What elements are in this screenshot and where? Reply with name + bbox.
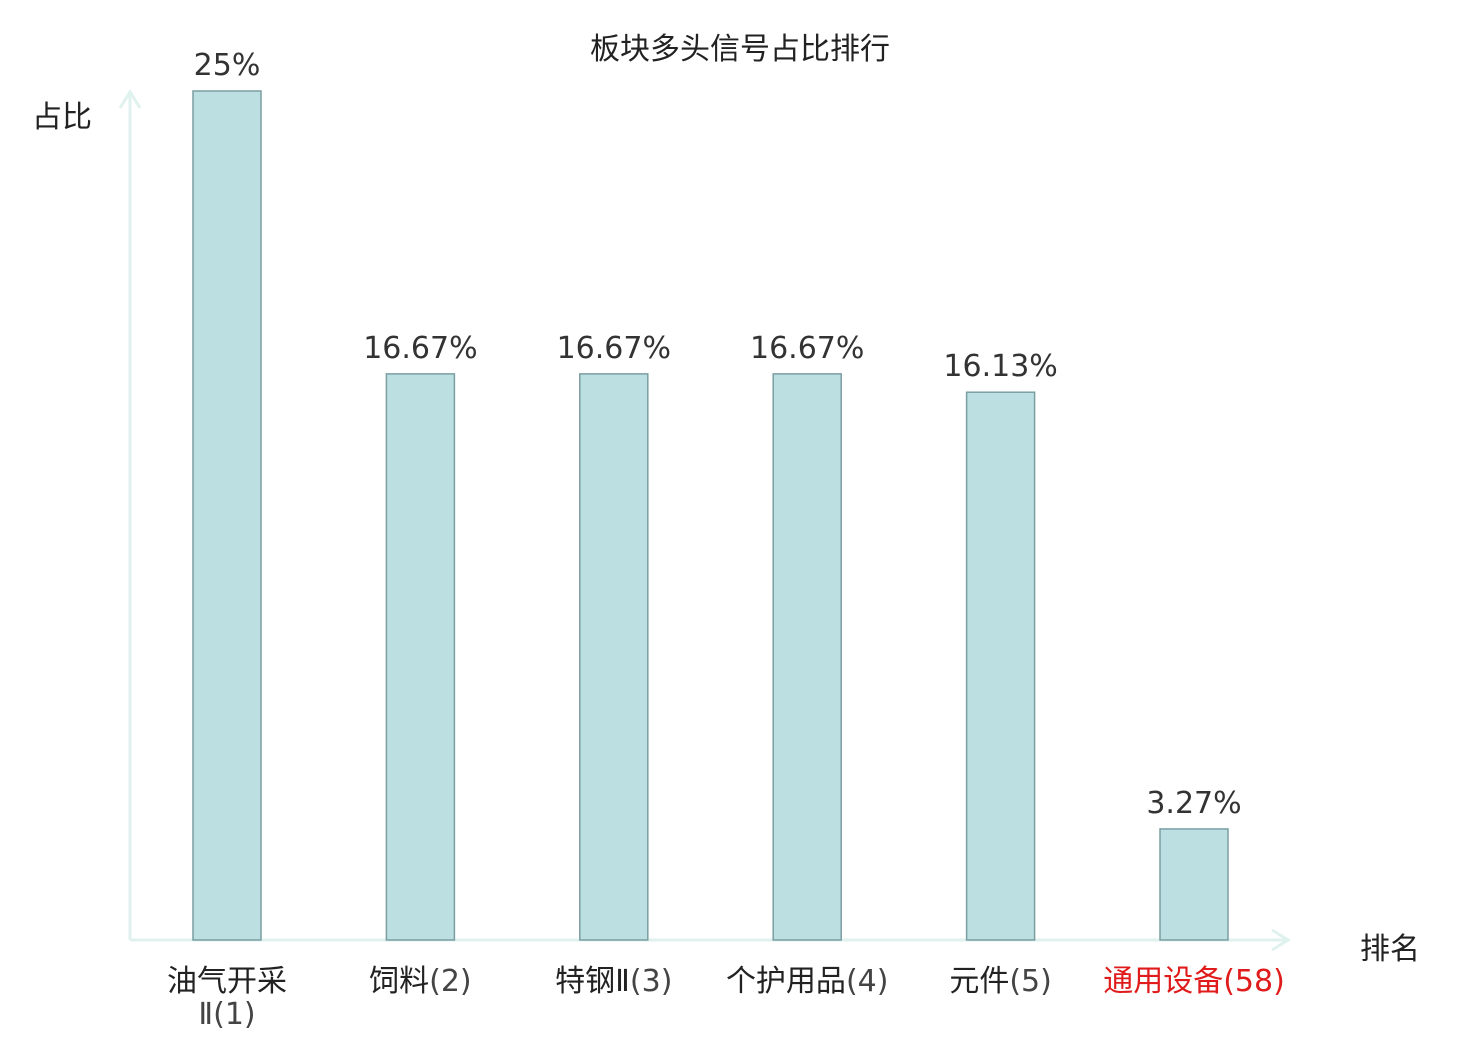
bar-value-label: 16.67%: [750, 331, 864, 366]
chart-title: 板块多头信号占比排行: [590, 32, 890, 67]
bar-value-label: 3.27%: [1146, 786, 1241, 821]
category-tick-label: 特钢Ⅱ(3): [504, 965, 724, 998]
bar: [965, 391, 1036, 941]
category-rank: (58): [1223, 964, 1285, 999]
bar-value-label: 16.67%: [363, 331, 477, 366]
category-name: 元件: [949, 964, 1010, 999]
category-tick-label: 油气开采 Ⅱ(1): [117, 965, 337, 1031]
category-rank: (1): [213, 997, 256, 1032]
bar: [579, 373, 649, 941]
category-rank: (2): [429, 964, 472, 999]
bar: [1159, 828, 1229, 941]
bar: [192, 90, 262, 941]
x-axis-arrow: [1271, 928, 1291, 952]
bar-value-label: 25%: [194, 48, 261, 83]
category-tick-label: 饲料(2): [310, 965, 530, 998]
bar-value-label: 16.67%: [557, 331, 671, 366]
y-axis-arrow: [118, 89, 142, 109]
category-name: 饲料: [369, 964, 430, 999]
x-axis-label: 排名: [1360, 932, 1420, 967]
bar: [385, 373, 456, 941]
category-tick-label: 元件(5): [891, 965, 1111, 998]
category-name: 特钢Ⅱ: [555, 964, 630, 999]
category-name: 通用设备: [1103, 964, 1224, 999]
category-tick-label: 通用设备(58): [1084, 965, 1304, 998]
category-tick-label: 个护用品(4): [697, 965, 917, 998]
y-axis-label: 占比: [32, 100, 92, 135]
category-rank: (4): [845, 964, 889, 999]
bar: [772, 373, 842, 941]
category-name-suffix: Ⅱ: [198, 997, 214, 1032]
bar-value-label: 16.13%: [943, 349, 1057, 384]
category-rank: (3): [629, 964, 673, 999]
category-rank: (5): [1009, 964, 1052, 999]
category-name: 个护用品: [725, 964, 846, 999]
category-name: 油气开采: [167, 964, 287, 999]
